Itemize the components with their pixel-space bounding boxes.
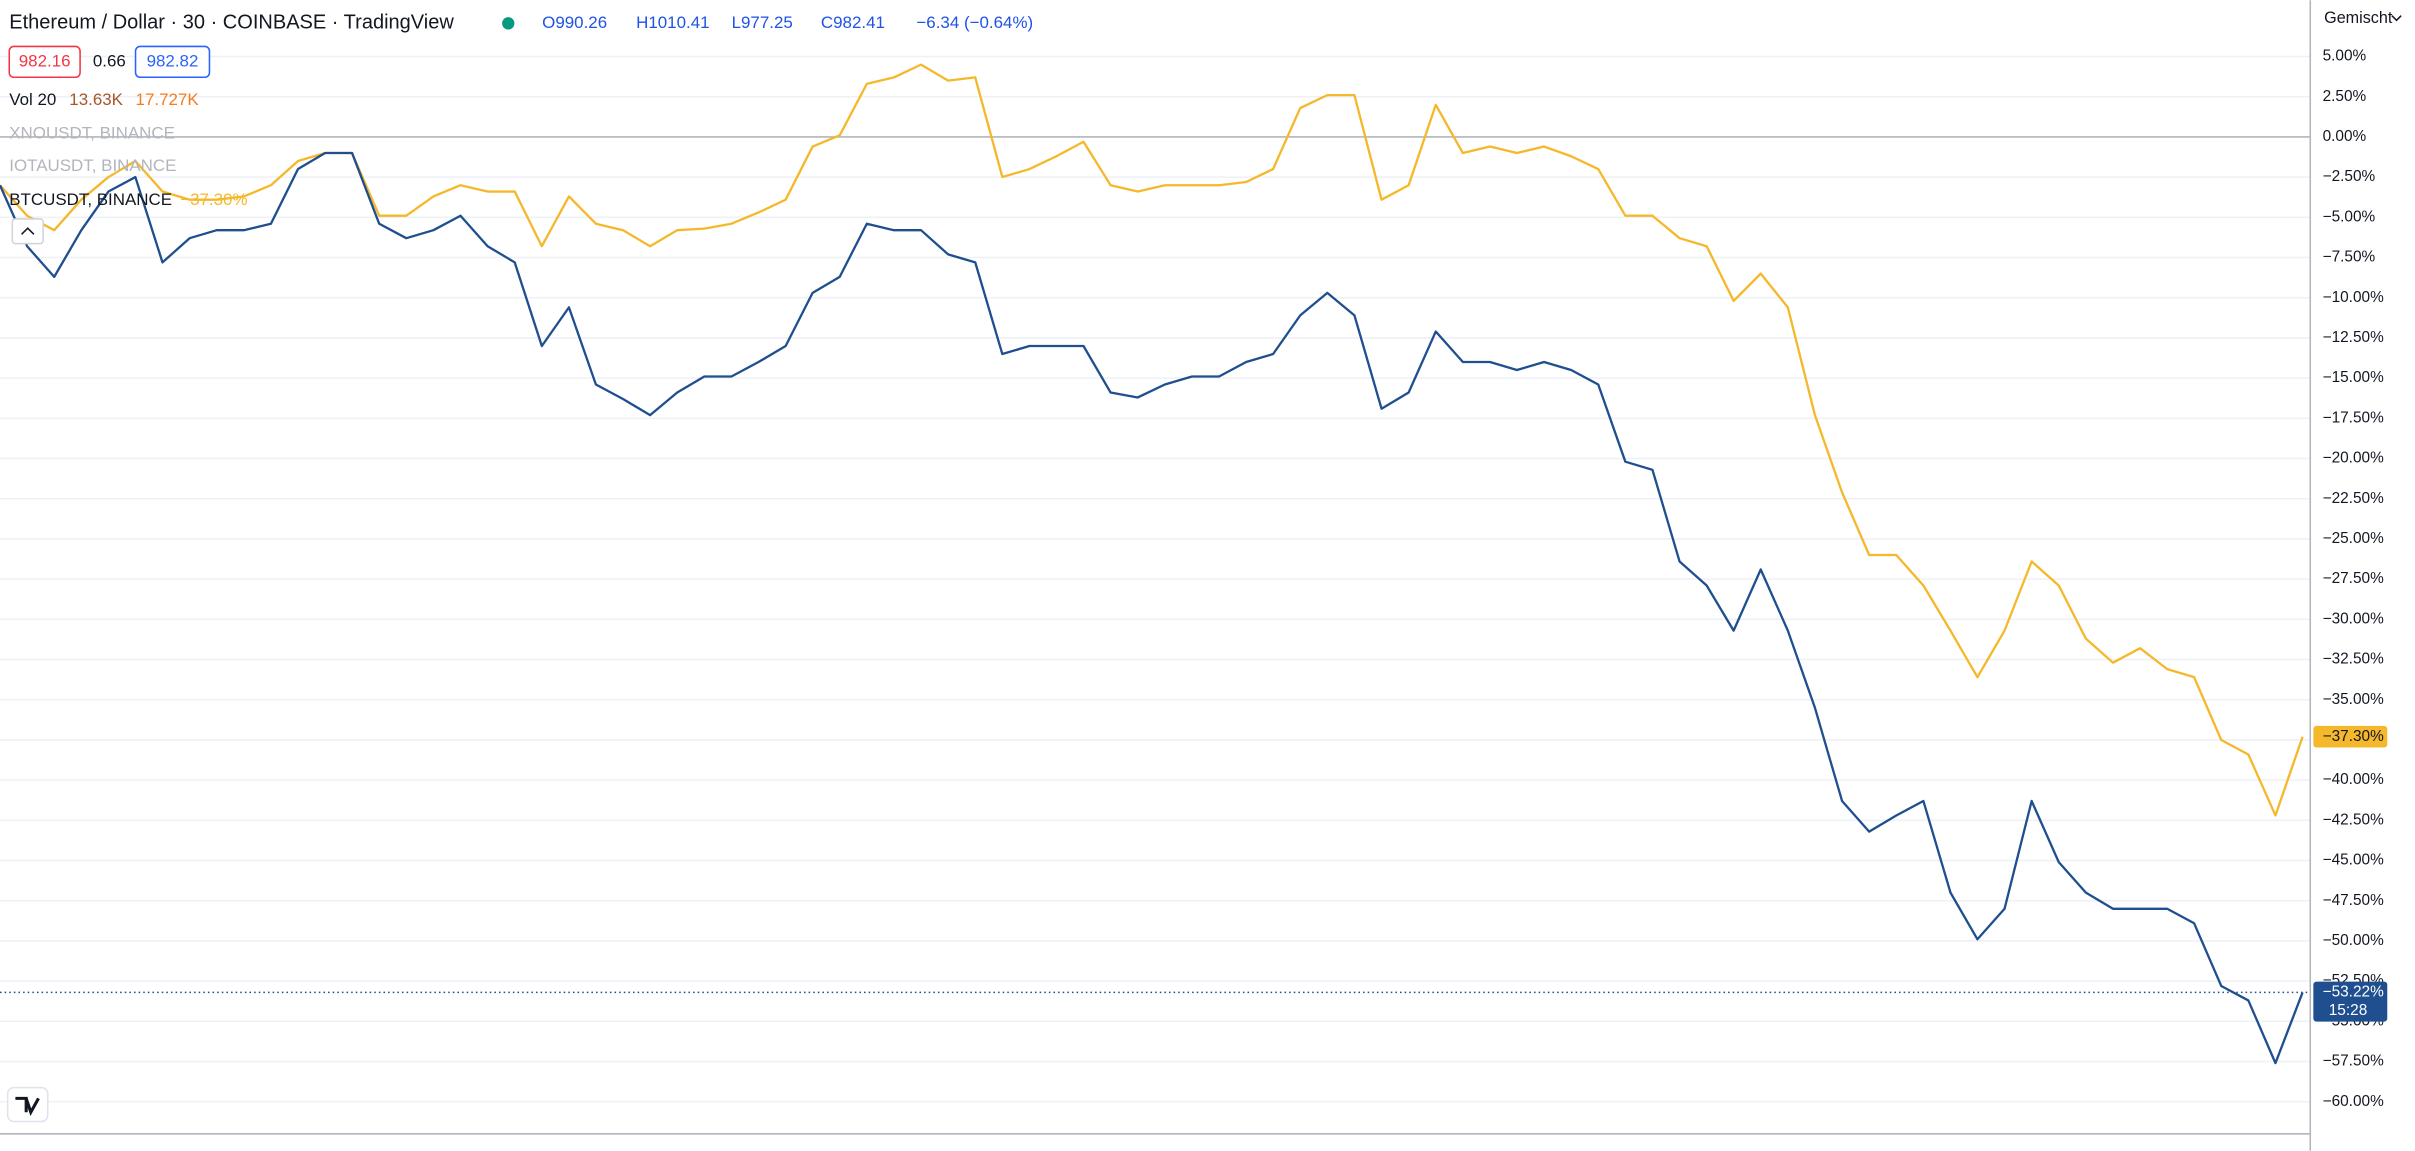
price-axis [2310,0,2415,1151]
series-line [0,151,2304,1065]
countdown: 15:28 [2329,1002,2368,1019]
bid: 982.16 [19,51,71,70]
volume: 13.63K [69,90,123,109]
y-tick-label: −15.00% [2323,369,2385,386]
volume-label: Vol 20 [9,90,56,109]
y-tick-label: 0.00% [2323,128,2367,145]
close: C982.41 [821,13,885,32]
price-tag-label: −53.22% [2323,983,2385,1000]
y-tick-label: −27.50% [2323,570,2385,587]
y-tick-label: −40.00% [2323,771,2385,788]
y-tick-label: −5.00% [2323,208,2376,225]
y-tick-label: −20.00% [2323,450,2385,467]
low: L977.25 [732,13,793,32]
bid-box[interactable] [8,45,81,79]
y-tick-label: −35.00% [2323,691,2385,708]
spread: 0.66 [93,51,126,70]
price-tag [2313,981,2388,1022]
y-tick-label: −57.50% [2323,1053,2385,1070]
dropdown-icon [2391,15,2402,22]
collapse-icon [21,227,35,235]
high: H1010.41 [636,13,709,32]
legend-value: −37.30% [180,190,247,209]
collapse-button[interactable] [11,218,44,245]
y-tick-label: −10.00% [2323,289,2385,306]
y-tick-label: −32.50% [2323,651,2385,668]
y-tick-label: −17.50% [2323,409,2385,426]
y-tick-label: −45.00% [2323,852,2385,869]
grid [0,55,2311,1103]
y-tick-label: −47.50% [2323,892,2385,909]
change: −6.34 (−0.64%) [916,13,1033,32]
y-tick-label: −12.50% [2323,329,2385,346]
y-tick-label: −30.00% [2323,610,2385,627]
chart-title: Ethereum / Dollar · 30 · COINBASE · Trad… [9,12,454,34]
y-tick-label: −60.00% [2323,1093,2385,1110]
y-axis: 5.00% 2.50% 0.00% −2.50% −5.00% −7.50% −10.00%… [2313,48,2388,1110]
y-tick-label: −25.00% [2323,530,2385,547]
y-tick-label: −50.00% [2323,932,2385,949]
y-tick-label: −7.50% [2323,249,2376,266]
ask: 982.82 [147,51,199,70]
y-tick-label: 5.00% [2323,48,2367,65]
hidden-series[interactable]: XNOUSDT, BINANCE [9,124,175,143]
y-tick-label: −2.50% [2323,168,2376,185]
y-tick-label: −22.50% [2323,490,2385,507]
open: O990.26 [542,13,607,32]
series-line [0,63,2304,817]
scale-mode[interactable]: Gemischt [2324,9,2393,27]
ask-box[interactable] [134,45,211,79]
legend-entry[interactable]: BTCUSDT, BINANCE [9,190,172,209]
y-tick-label: −42.50% [2323,811,2385,828]
logo[interactable] [6,1086,49,1123]
price-tag [2313,725,2388,748]
status-dot [502,17,515,30]
price-tag-label: −37.30% [2323,728,2385,745]
y-tick-label: 2.50% [2323,88,2367,105]
hidden-series[interactable]: IOTAUSDT, BINANCE [9,156,176,175]
volume-ma: 17.727K [136,90,200,109]
plot [0,63,2311,1065]
